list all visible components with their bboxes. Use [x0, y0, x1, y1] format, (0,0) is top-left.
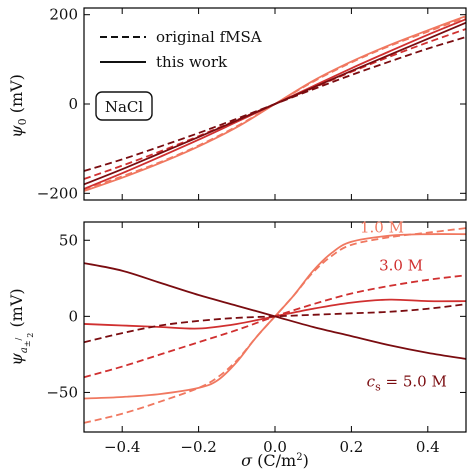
bottom-ylabel: ψa±/2 (mV): [7, 288, 35, 365]
legend: original fMSA this work: [100, 28, 262, 71]
bottom-series-5M-solid: [83, 262, 467, 360]
bottom-ticks-group: −0.4 −0.2 0.0 0.2 0.4 −50 0 50: [46, 222, 466, 456]
label-5M-c: c: [367, 372, 376, 390]
concentration-labels: 1.0 M 3.0 M cs = 5.0 M: [360, 219, 447, 394]
salt-annotation: NaCl: [95, 91, 153, 121]
xtick-label: 0.4: [416, 438, 440, 456]
bottom-ytick-label: 0: [68, 307, 78, 325]
bottom-panel-psi-half: −0.4 −0.2 0.0 0.2 0.4 −50 0 50 1.0 M 3.0 M cs =…: [7, 219, 467, 470]
top-series-5M-dashed: [83, 36, 467, 172]
top-series-group: [83, 15, 467, 192]
label-5M: cs = 5.0 M: [367, 372, 447, 393]
xtick-label: 0.2: [339, 438, 363, 456]
bottom-xlabel: σ (C/m2): [241, 451, 309, 470]
top-ytick-label: 0: [68, 95, 78, 113]
label-3M: 3.0 M: [379, 257, 423, 275]
bottom-ytick-label: −50: [46, 383, 78, 401]
legend-label-this-work: this work: [156, 53, 228, 71]
legend-label-original: original fMSA: [156, 28, 262, 46]
label-1M: 1.0 M: [360, 219, 404, 237]
top-ytick-label: −200: [37, 184, 78, 202]
bottom-series-group: [83, 227, 467, 424]
top-ylabel: ψ0 (mV): [7, 74, 29, 138]
bottom-ytick-label: 50: [59, 231, 78, 249]
top-panel-psi0: −200 0 200 original fMSA this work NaCl ψ0…: [7, 6, 467, 202]
xtick-label: 0.0: [263, 438, 287, 456]
bottom-series-5M-dashed: [83, 303, 467, 344]
xtick-label: −0.4: [104, 438, 140, 456]
label-5M-rest: = 5.0 M: [381, 372, 447, 390]
top-ticks-group: −200 0 200: [37, 6, 466, 202]
bottom-axes-frame: [83, 221, 467, 433]
salt-annotation-text: NaCl: [105, 98, 144, 116]
top-axes-frame: [83, 7, 467, 201]
salt-annotation-box: [95, 91, 153, 121]
bottom-series-3M-solid: [83, 298, 467, 330]
xtick-label: −0.2: [180, 438, 216, 456]
label-5M-sub: s: [375, 380, 381, 393]
top-ytick-label: 200: [49, 6, 78, 24]
top-series-3M-dashed: [83, 28, 467, 180]
